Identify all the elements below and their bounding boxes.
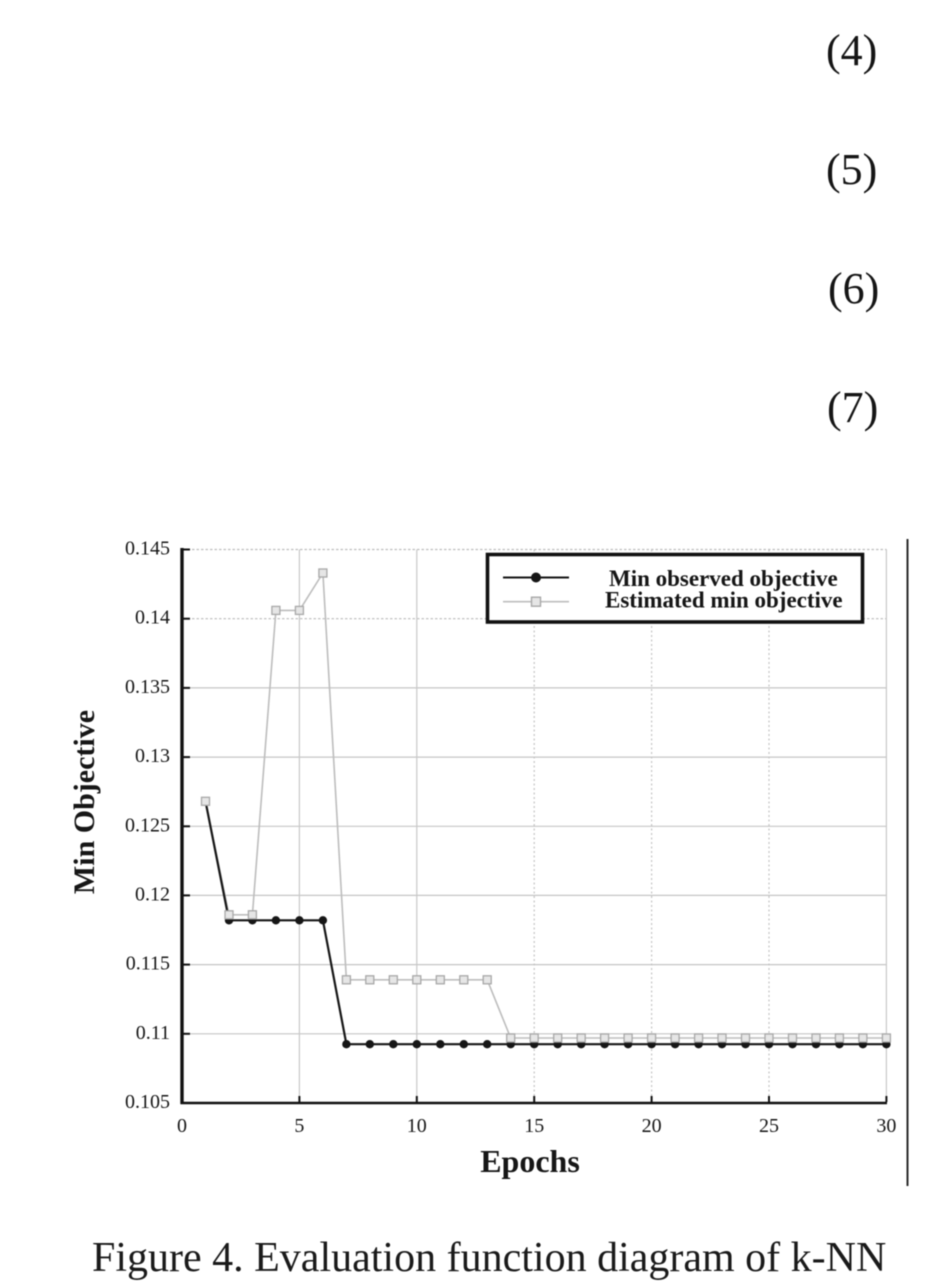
svg-text:0.145: 0.145 [125, 538, 170, 560]
svg-text:20: 20 [642, 1115, 662, 1137]
svg-text:Min observed objective: Min observed objective [609, 566, 838, 591]
svg-text:0.13: 0.13 [135, 745, 170, 767]
svg-text:0.14: 0.14 [135, 607, 170, 629]
svg-text:15: 15 [524, 1115, 544, 1137]
svg-text:Epochs: Epochs [480, 1143, 580, 1179]
svg-text:10: 10 [407, 1115, 427, 1137]
svg-text:Min Objective: Min Objective [68, 710, 101, 894]
svg-text:Estimated min objective: Estimated min objective [605, 588, 843, 613]
svg-text:0.11: 0.11 [136, 1022, 170, 1044]
svg-text:5: 5 [294, 1115, 304, 1137]
svg-text:0.12: 0.12 [135, 883, 170, 905]
svg-text:0.105: 0.105 [125, 1091, 170, 1113]
svg-text:0.135: 0.135 [125, 676, 170, 698]
svg-text:0.125: 0.125 [125, 814, 170, 836]
svg-text:30: 30 [876, 1115, 896, 1137]
svg-text:0.115: 0.115 [126, 953, 170, 975]
svg-text:25: 25 [759, 1115, 779, 1137]
svg-text:0: 0 [177, 1115, 187, 1137]
